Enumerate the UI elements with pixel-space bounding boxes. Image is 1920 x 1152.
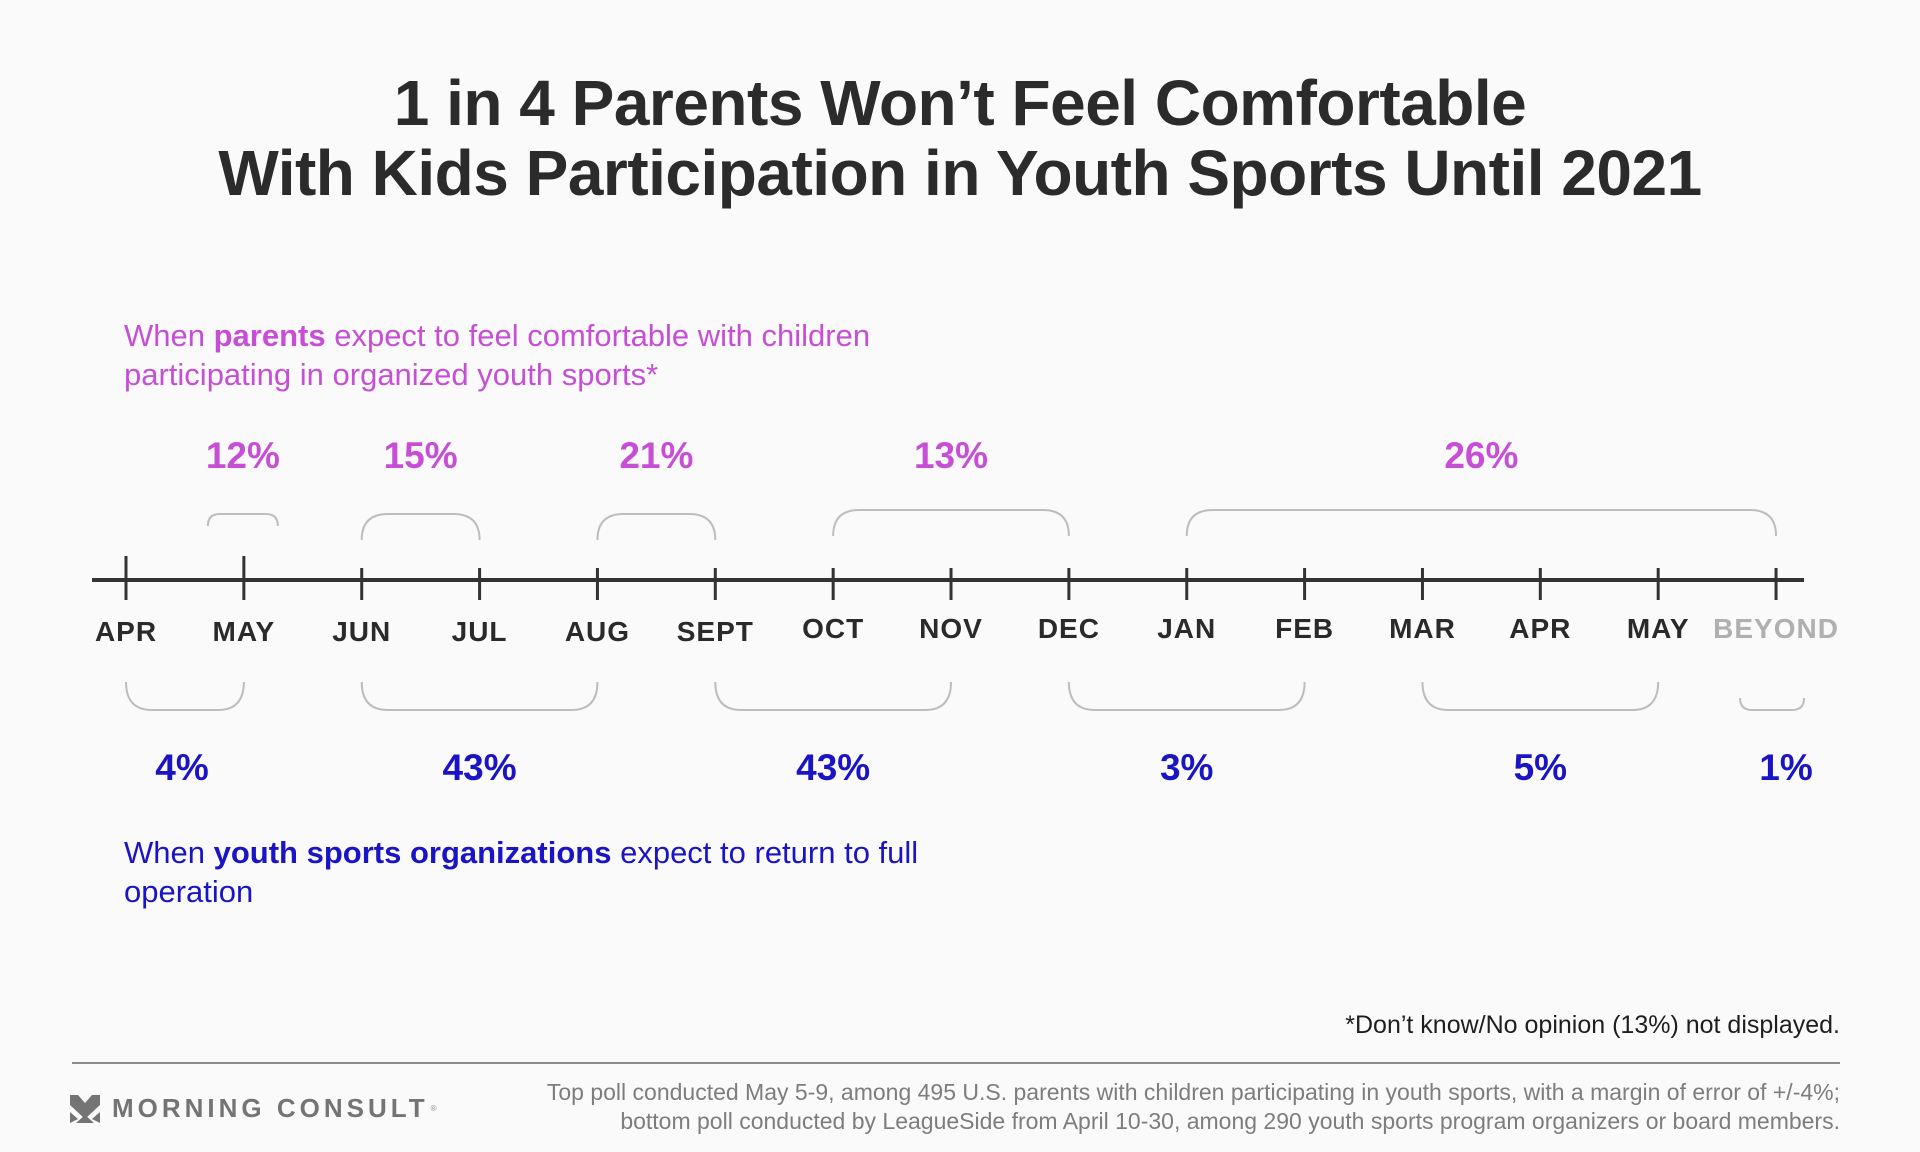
parents-bracket <box>832 509 1070 537</box>
parents-percent-label: 12% <box>206 435 280 476</box>
organizations-percent-label: 5% <box>1514 747 1567 788</box>
org-label-suffix: expect to return to full operation <box>124 835 919 909</box>
axis-tick-label: MAY <box>1627 613 1690 644</box>
parents-percent-label: 13% <box>914 435 988 476</box>
organizations-bracket <box>1739 697 1806 711</box>
org-label-bold: youth sports organizations <box>213 835 612 870</box>
parents-series-label: When parents expect to feel comfortable … <box>124 316 1024 394</box>
footnote: *Don’t know/No opinion (13%) not display… <box>1345 1011 1840 1039</box>
parents-percent-label: 26% <box>1444 435 1518 476</box>
axis-tick-label: JUL <box>452 616 508 647</box>
axis-tick-label: NOV <box>919 613 983 644</box>
axis-tick-label: APR <box>95 616 157 647</box>
organizations-percent-label: 43% <box>796 747 870 788</box>
organizations-percent-label: 1% <box>1759 747 1812 788</box>
chart-title-line-1: 1 in 4 Parents Won’t Feel Comfortable <box>393 67 1527 139</box>
logo-registered-mark: ® <box>430 1104 437 1113</box>
parents-bracket <box>596 513 717 541</box>
source-note: Top poll conducted May 5-9, among 495 U.… <box>547 1078 1840 1136</box>
parents-bracket <box>206 513 279 527</box>
parents-bracket <box>1185 509 1778 537</box>
org-label-prefix: When <box>124 835 214 870</box>
organizations-bracket <box>1421 681 1660 711</box>
parents-label-prefix: When <box>124 318 214 353</box>
axis-tick-label: AUG <box>565 616 630 647</box>
source-line-2: bottom poll conducted by LeagueSide from… <box>620 1108 1840 1134</box>
organizations-series-label: When youth sports organizations expect t… <box>124 833 1024 911</box>
axis-tick-label: APR <box>1509 613 1571 644</box>
axis-tick-label: BEYOND <box>1713 613 1839 644</box>
parents-percent-label: 15% <box>384 435 458 476</box>
footer-divider <box>72 1062 1840 1064</box>
parents-percent-label: 21% <box>619 435 693 476</box>
axis-tick-label: MAR <box>1389 613 1456 644</box>
organizations-bracket <box>125 681 245 711</box>
parents-label-suffix: expect to feel comfortable with children… <box>124 318 871 392</box>
organizations-percent-label: 3% <box>1160 747 1213 788</box>
morning-consult-chevron-icon <box>70 1094 100 1123</box>
chart-title-line-2: With Kids Participation in Youth Sports … <box>218 137 1702 209</box>
source-line-1: Top poll conducted May 5-9, among 495 U.… <box>546 1079 1840 1105</box>
axis-tick-label: JAN <box>1157 613 1216 644</box>
parents-label-bold: parents <box>213 318 326 353</box>
axis-tick-label: OCT <box>802 613 864 644</box>
axis-tick-label: MAY <box>213 616 276 647</box>
morning-consult-logo: MORNING CONSULT ® <box>70 1093 437 1124</box>
organizations-bracket <box>360 681 599 711</box>
axis-tick-label: DEC <box>1038 613 1100 644</box>
organizations-bracket <box>714 681 953 711</box>
organizations-percent-label: 4% <box>155 747 208 788</box>
chart-title: 1 in 4 Parents Won’t Feel Comfortable Wi… <box>0 68 1920 208</box>
logo-text: MORNING CONSULT <box>112 1093 429 1123</box>
axis-tick-label: SEPT <box>677 616 754 647</box>
parents-bracket <box>360 513 481 541</box>
axis-tick-label: JUN <box>332 616 391 647</box>
axis-tick-label: FEB <box>1275 613 1334 644</box>
organizations-bracket <box>1067 681 1306 711</box>
organizations-percent-label: 43% <box>443 747 517 788</box>
